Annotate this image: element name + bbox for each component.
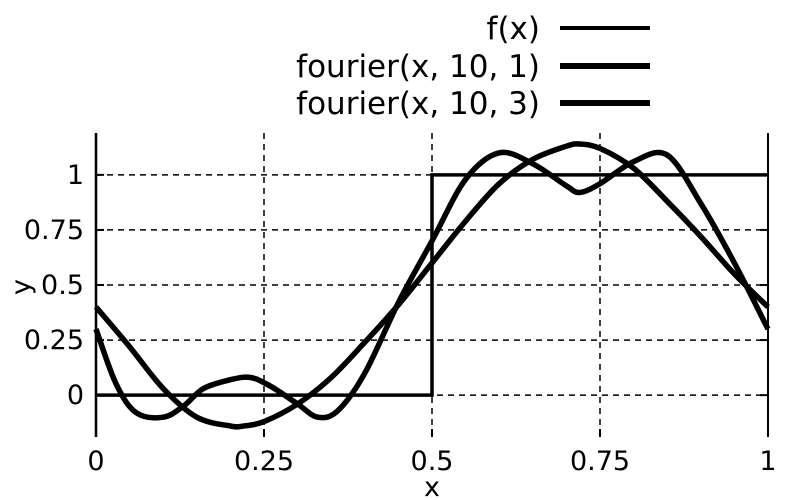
y-tick-label: 0 [67, 380, 84, 411]
x-tick-label: 0.25 [234, 446, 294, 477]
y-tick-label: 1 [67, 160, 84, 191]
legend-label: f(x) [487, 11, 540, 47]
y-axis-title: y [6, 279, 37, 295]
y-tick-label: 0.5 [41, 270, 84, 301]
series-line-f-x [96, 173, 768, 397]
y-tick-label: 0.25 [24, 325, 84, 356]
x-tick-label: 0 [87, 446, 104, 477]
legend-label: fourier(x, 10, 1) [296, 49, 540, 85]
x-tick-label: 1 [759, 446, 776, 477]
series-line-fourier-2 [93, 149, 771, 421]
series-lines [93, 141, 771, 430]
x-tick-label: 0.75 [570, 446, 630, 477]
x-tick-label: 0.5 [411, 446, 454, 477]
axis-ticks: 0 0.25 0.5 0.75 1 0 0.25 0.5 0.75 1 [24, 160, 777, 477]
x-axis-title: x [424, 472, 440, 500]
y-tick-label: 0.75 [24, 215, 84, 246]
legend: f(x)fourier(x, 10, 1)fourier(x, 10, 3) [296, 11, 650, 122]
legend-label: fourier(x, 10, 3) [296, 86, 540, 122]
series-line-fourier-1 [93, 141, 770, 430]
